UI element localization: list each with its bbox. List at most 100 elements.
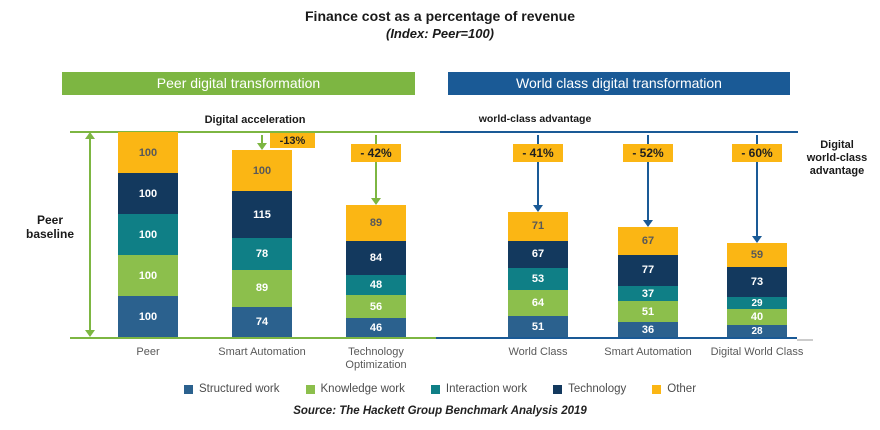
left-axis-baseline bbox=[70, 337, 436, 339]
category-label-smart-automation: Smart Automation bbox=[218, 346, 306, 358]
legend-swatch-icon bbox=[183, 384, 193, 394]
peer-baseline-arrow-up-icon bbox=[85, 132, 95, 139]
segment-value: 36 bbox=[641, 323, 655, 336]
legend-swatch-icon bbox=[305, 384, 315, 394]
legend-item-other: Other bbox=[652, 383, 696, 395]
segment-value: 46 bbox=[369, 321, 383, 334]
segment-value: 77 bbox=[641, 264, 655, 277]
segment-value: 40 bbox=[750, 311, 764, 324]
segment-value: 100 bbox=[138, 228, 158, 241]
segment-interaction-work: 100 bbox=[118, 214, 178, 255]
segment-value: 100 bbox=[138, 187, 158, 200]
segment-structured-work: 28 bbox=[727, 325, 787, 337]
digital-world-class-advantage-label: Digital world-class advantage bbox=[796, 139, 878, 178]
segment-value: 89 bbox=[369, 216, 383, 229]
segment-value: 37 bbox=[641, 287, 655, 300]
segment-knowledge-work: 56 bbox=[346, 295, 406, 319]
segment-value: 100 bbox=[138, 146, 158, 159]
digital-acceleration-label: Digital acceleration bbox=[204, 114, 306, 126]
segment-value: 29 bbox=[751, 297, 763, 309]
segment-interaction-work: 78 bbox=[232, 238, 292, 271]
peer-baseline-label-line1: Peer bbox=[36, 213, 64, 227]
callout-arrow-line bbox=[261, 135, 263, 146]
segment-value: 115 bbox=[253, 208, 271, 221]
chart-subtitle: (Index: Peer=100) bbox=[385, 26, 495, 41]
category-label-world-class: World Class bbox=[508, 346, 568, 358]
world-class-advantage-line bbox=[440, 131, 798, 133]
segment-value: 67 bbox=[531, 248, 545, 261]
peer-baseline-label-line2: baseline bbox=[25, 227, 75, 241]
bar-peer-0: 100 100 100 100 100 bbox=[118, 132, 178, 337]
callout-badge-world-class-3: - 41% bbox=[513, 144, 563, 162]
callout-arrowhead-icon bbox=[752, 236, 762, 244]
segment-value: 51 bbox=[531, 320, 545, 333]
callout-badge-smart-automation-1: -13% bbox=[270, 133, 315, 148]
peer-baseline-line bbox=[70, 131, 440, 133]
legend-item-interaction-work: Interaction work bbox=[430, 383, 528, 395]
segment-value: 48 bbox=[369, 279, 383, 292]
category-label-digital-world-class: Digital World Class bbox=[710, 346, 804, 358]
category-label-technology-optimization: Technology Optimization bbox=[345, 346, 407, 371]
bar-technology-optimization-2: 89 84 48 56 46 bbox=[346, 204, 406, 337]
segment-knowledge-work: 40 bbox=[727, 309, 787, 326]
segment-value: 53 bbox=[531, 272, 545, 285]
world-class-advantage-label: world-class advantage bbox=[478, 113, 592, 125]
segment-technology: 115 bbox=[232, 191, 292, 239]
peer-baseline-arrow bbox=[89, 138, 91, 333]
callout-arrow-line bbox=[647, 135, 649, 223]
segment-value: 89 bbox=[255, 282, 269, 295]
callout-badge-smart-automation-4: - 52% bbox=[623, 144, 673, 162]
legend-swatch-icon bbox=[553, 384, 563, 394]
segment-technology: 77 bbox=[618, 254, 678, 287]
right-axis-baseline bbox=[436, 337, 797, 339]
segment-technology: 84 bbox=[346, 241, 406, 276]
callout-arrowhead-icon bbox=[371, 197, 381, 205]
segment-knowledge-work: 64 bbox=[508, 289, 568, 317]
segment-value: 73 bbox=[750, 276, 764, 289]
segment-knowledge-work: 100 bbox=[118, 255, 178, 296]
legend-swatch-icon bbox=[652, 384, 662, 394]
legend: Structured work Knowledge work Interaction… bbox=[0, 383, 880, 395]
legend-label: Knowledge work bbox=[320, 383, 405, 395]
segment-interaction-work: 48 bbox=[346, 275, 406, 296]
segment-other: 67 bbox=[618, 227, 678, 255]
dwc-label-line1: Digital bbox=[820, 139, 854, 151]
legend-label: Other bbox=[667, 383, 697, 395]
segment-value: 100 bbox=[138, 310, 158, 323]
category-label-smart-automation: Smart Automation bbox=[604, 346, 692, 358]
segment-interaction-work: 29 bbox=[727, 297, 787, 310]
bar-smart-automation-4: 67 77 37 51 36 bbox=[618, 227, 678, 337]
world-class-transformation-banner: World class digital transformation bbox=[448, 72, 790, 95]
segment-other: 71 bbox=[508, 211, 568, 241]
segment-other: 100 bbox=[232, 150, 292, 192]
segment-value: 67 bbox=[641, 234, 655, 247]
segment-other: 59 bbox=[727, 243, 787, 268]
bar-digital-world-class-5: 59 73 29 40 28 bbox=[727, 243, 787, 337]
segment-knowledge-work: 89 bbox=[232, 270, 292, 307]
legend-item-structured-work: Structured work bbox=[183, 383, 280, 395]
segment-technology: 73 bbox=[727, 267, 787, 298]
dwc-label-line3: advantage bbox=[809, 165, 865, 177]
legend-label: Technology bbox=[568, 383, 627, 395]
segment-value: 78 bbox=[255, 248, 269, 261]
legend-item-technology: Technology bbox=[553, 383, 626, 395]
segment-value: 56 bbox=[369, 300, 383, 313]
axis-baseline-tail bbox=[797, 339, 813, 341]
segment-value: 100 bbox=[252, 164, 272, 177]
callout-arrow-line bbox=[537, 135, 539, 207]
callout-arrowhead-icon bbox=[257, 143, 267, 151]
segment-value: 64 bbox=[531, 296, 545, 309]
legend-swatch-icon bbox=[430, 384, 440, 394]
legend-label: Interaction work bbox=[445, 383, 528, 395]
peer-baseline-arrow-down-icon bbox=[85, 330, 95, 337]
peer-transformation-banner: Peer digital transformation bbox=[62, 72, 415, 95]
segment-knowledge-work: 51 bbox=[618, 301, 678, 323]
segment-structured-work: 100 bbox=[118, 296, 178, 337]
legend-label: Structured work bbox=[198, 383, 280, 395]
segment-other: 100 bbox=[118, 132, 178, 173]
segment-structured-work: 46 bbox=[346, 318, 406, 337]
segment-value: 84 bbox=[369, 252, 383, 265]
segment-structured-work: 74 bbox=[232, 306, 292, 337]
dwc-label-line2: world-class bbox=[806, 152, 868, 164]
